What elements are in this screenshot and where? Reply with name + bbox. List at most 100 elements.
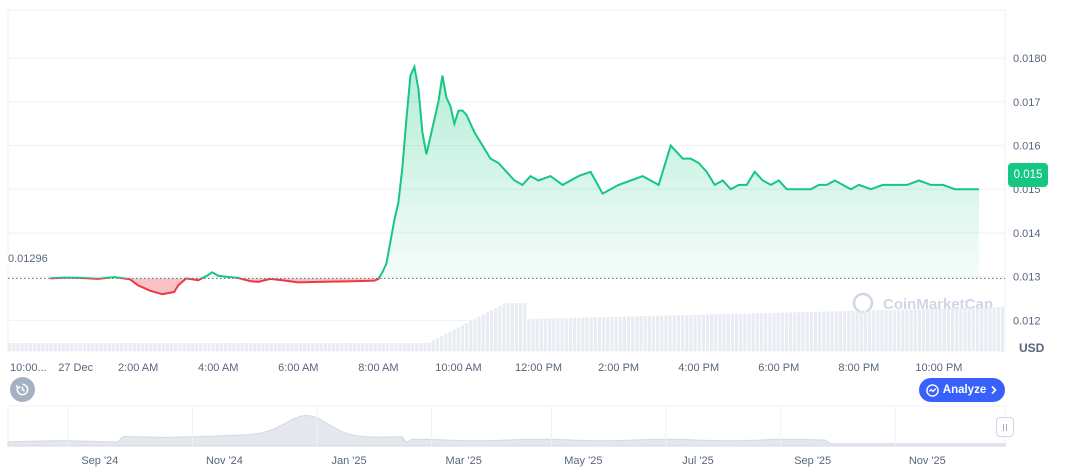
volume-bar xyxy=(548,318,552,351)
volume-bar xyxy=(178,343,182,351)
volume-bar xyxy=(170,343,174,351)
volume-bar xyxy=(20,343,24,351)
volume-bar xyxy=(813,311,818,351)
volume-bar xyxy=(174,343,178,351)
volume-bar xyxy=(344,343,348,351)
volume-bar xyxy=(651,315,656,351)
volume-bar xyxy=(336,343,340,351)
volume-bar xyxy=(469,320,473,351)
history-icon xyxy=(15,383,29,396)
volume-bar xyxy=(74,343,78,351)
volume-bar xyxy=(660,315,664,351)
volume-bar xyxy=(464,323,469,351)
volume-bar xyxy=(394,343,398,351)
volume-bar xyxy=(838,311,843,351)
volume-bar xyxy=(427,342,431,351)
volume-bar xyxy=(710,314,714,351)
history-button[interactable] xyxy=(10,377,35,402)
volume-bar xyxy=(672,315,676,351)
volume-bar xyxy=(805,312,809,351)
volume-bar xyxy=(992,307,996,351)
chevron-right-icon xyxy=(991,385,997,395)
volume-bar xyxy=(332,343,336,351)
volume-bar xyxy=(128,343,132,351)
volume-bar xyxy=(967,307,971,351)
volume-bar xyxy=(988,307,992,351)
volume-bar xyxy=(764,313,768,351)
analyze-icon xyxy=(925,383,939,397)
volume-bar xyxy=(780,312,784,351)
volume-bar xyxy=(224,343,228,351)
volume-bar xyxy=(685,315,689,351)
volume-bar xyxy=(606,317,610,351)
volume-bar xyxy=(282,343,286,351)
volume-bar xyxy=(801,312,805,351)
volume-bar xyxy=(16,343,20,351)
volume-bar xyxy=(348,343,352,351)
volume-bar xyxy=(938,308,942,351)
area-below-baseline xyxy=(89,278,379,295)
x-tick-label: 2:00 AM xyxy=(118,362,158,374)
volume-bar xyxy=(261,343,265,351)
start-price-label: 0.01296 xyxy=(6,253,50,265)
volume-bar xyxy=(481,314,485,351)
volume-bar xyxy=(809,311,813,351)
volume-bar xyxy=(95,343,99,351)
volume-bar xyxy=(872,310,876,351)
x-tick-label: 2:00 PM xyxy=(598,362,639,374)
volume-bar xyxy=(86,343,91,351)
volume-bar xyxy=(905,309,909,351)
y-tick-label: 0.017 xyxy=(1013,97,1041,109)
volume-bar xyxy=(319,343,323,351)
volume-bar xyxy=(444,333,448,351)
volume-bar xyxy=(103,343,107,351)
volume-bar xyxy=(793,312,797,351)
volume-bar xyxy=(946,308,951,351)
navigator-tick-label: Nov '25 xyxy=(909,455,946,467)
volume-bar xyxy=(581,317,585,351)
volume-bar xyxy=(934,308,938,351)
volume-bar xyxy=(572,317,577,351)
volume-bar xyxy=(390,343,394,351)
volume-bar xyxy=(124,343,128,351)
volume-bar xyxy=(896,309,901,351)
volume-bar xyxy=(99,343,103,351)
navigator-tick-label: Jul '25 xyxy=(682,455,713,467)
analyze-label: Analyze xyxy=(942,384,987,396)
volume-bar xyxy=(66,343,70,351)
volume-bar xyxy=(556,318,560,351)
volume-bar xyxy=(132,343,136,351)
volume-bar xyxy=(855,310,859,351)
volume-bar xyxy=(32,343,37,351)
y-tick-label: 0.014 xyxy=(1013,228,1041,240)
volume-bar xyxy=(398,343,402,351)
volume-bar xyxy=(248,343,253,351)
volume-bar xyxy=(751,313,755,351)
current-price-tag: 0.015 xyxy=(1008,163,1048,187)
volume-bar xyxy=(431,340,435,351)
volume-bar xyxy=(361,343,365,351)
volume-bar xyxy=(643,316,647,351)
volume-bar xyxy=(888,309,892,351)
volume-bar xyxy=(435,338,440,351)
volume-bar xyxy=(381,343,386,351)
volume-bar xyxy=(755,313,759,351)
navigator-tick-label: May '25 xyxy=(564,455,602,467)
volume-bar xyxy=(930,308,934,351)
volume-bar xyxy=(456,327,460,351)
volume-bar xyxy=(290,343,294,351)
volume-bar xyxy=(942,308,946,351)
volume-bar xyxy=(419,343,423,351)
analyze-button[interactable]: Analyze xyxy=(919,378,1005,402)
x-tick-label: 4:00 AM xyxy=(198,362,238,374)
volume-bar xyxy=(726,313,730,351)
volume-bar xyxy=(70,343,74,351)
volume-bar xyxy=(892,309,897,351)
navigator-tick-label: Nov '24 xyxy=(206,455,243,467)
volume-bar xyxy=(1000,307,1005,351)
volume-bar xyxy=(913,309,917,351)
volume-bar xyxy=(49,343,53,351)
volume-bar xyxy=(826,311,830,351)
navigator-handle[interactable] xyxy=(996,417,1014,437)
